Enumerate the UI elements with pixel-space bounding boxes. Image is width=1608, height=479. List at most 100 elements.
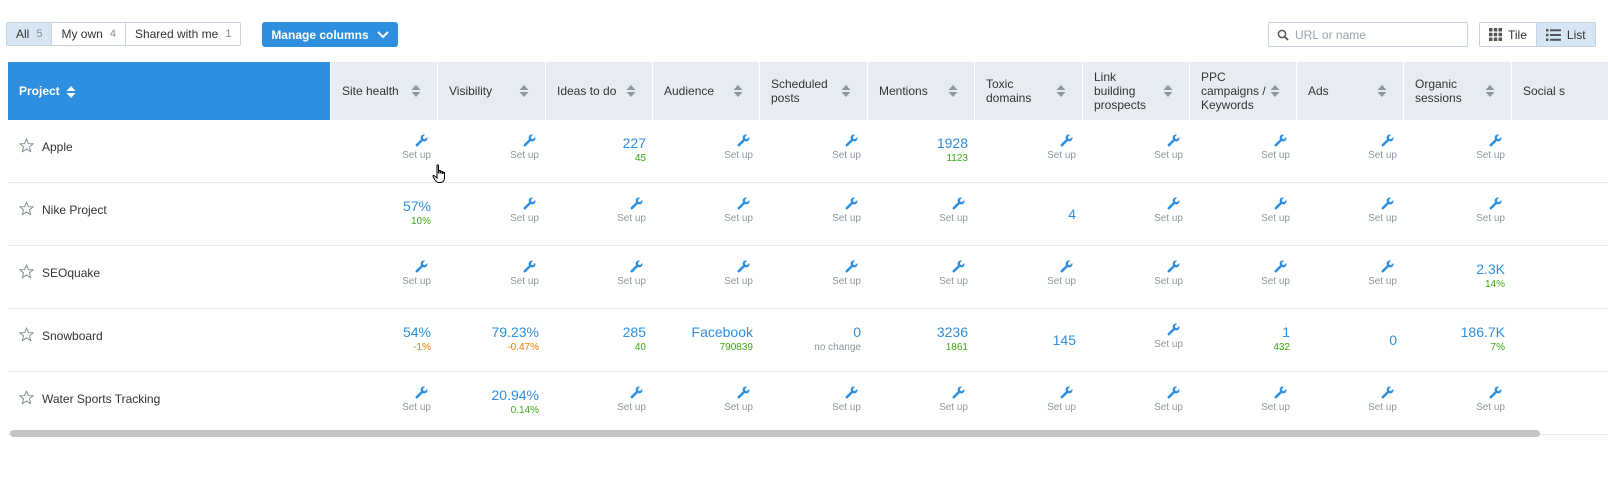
setup-button[interactable]: Set up (1154, 260, 1183, 289)
setup-button[interactable]: Set up (832, 260, 861, 289)
setup-button[interactable]: Set up (1476, 386, 1505, 415)
column-header-mentions[interactable]: Mentions (868, 62, 975, 120)
setup-button[interactable]: Set up (1154, 134, 1183, 163)
metric-main-value[interactable]: 145 (1052, 332, 1076, 348)
setup-button[interactable]: Set up (724, 386, 753, 415)
setup-button[interactable]: Set up (1047, 386, 1076, 415)
column-header-label: Organic sessions (1415, 77, 1462, 105)
column-header-site-health[interactable]: Site health (331, 62, 438, 120)
filter-shared-button[interactable]: Shared with me 1 (124, 23, 241, 45)
column-header-ideas[interactable]: Ideas to do (546, 62, 653, 120)
setup-button[interactable]: Set up (510, 197, 539, 226)
filter-my-own-button[interactable]: My own 4 (51, 23, 125, 45)
metric-main-value[interactable]: 2.3K (1476, 261, 1505, 277)
setup-cell: Set up (1368, 386, 1397, 415)
setup-button[interactable]: Set up (1154, 386, 1183, 415)
setup-cell: Set up (1261, 386, 1290, 415)
metric-cell-toxic: 145 (975, 309, 1083, 371)
setup-button[interactable]: Set up (1047, 260, 1076, 289)
column-header-social[interactable]: Social s (1512, 62, 1608, 120)
table-row: Water Sports Tracking Set up 20.94% 0.14% Se… (8, 372, 1608, 435)
setup-button[interactable]: Set up (1368, 386, 1397, 415)
setup-button[interactable]: Set up (402, 134, 431, 163)
setup-button[interactable]: Set up (832, 197, 861, 226)
metric-cell-social (1512, 309, 1608, 371)
setup-label: Set up (724, 150, 753, 161)
column-header-visibility[interactable]: Visibility (438, 62, 546, 120)
setup-button[interactable]: Set up (1154, 323, 1183, 352)
setup-button[interactable]: Set up (617, 197, 646, 226)
star-icon[interactable] (19, 138, 34, 153)
column-header-scheduled[interactable]: Scheduled posts (760, 62, 868, 120)
metric-main-value[interactable]: Facebook (691, 324, 753, 340)
tile-view-button[interactable]: Tile (1480, 23, 1536, 46)
metric-main-value[interactable]: 227 (622, 135, 646, 151)
star-icon[interactable] (19, 201, 34, 216)
setup-button[interactable]: Set up (832, 134, 861, 163)
setup-button[interactable]: Set up (1261, 134, 1290, 163)
setup-button[interactable]: Set up (724, 134, 753, 163)
list-view-button[interactable]: List (1535, 23, 1595, 46)
project-name-link[interactable]: Apple (42, 140, 73, 154)
metric-main-value[interactable]: 4 (1068, 206, 1076, 222)
setup-cell: Set up (724, 134, 753, 163)
setup-button[interactable]: Set up (1368, 197, 1397, 226)
metric-main-value[interactable]: 3236 (936, 324, 968, 340)
setup-button[interactable]: Set up (939, 386, 968, 415)
project-cell: Apple (8, 120, 331, 182)
setup-button[interactable]: Set up (1476, 197, 1505, 226)
metric-main-value[interactable]: 57% (402, 198, 431, 214)
search-field[interactable] (1268, 22, 1468, 47)
column-header-organic[interactable]: Organic sessions (1404, 62, 1512, 120)
setup-button[interactable]: Set up (1261, 197, 1290, 226)
setup-button[interactable]: Set up (617, 260, 646, 289)
project-name-link[interactable]: Water Sports Tracking (42, 392, 161, 406)
project-name-link[interactable]: Nike Project (42, 203, 107, 217)
project-name-link[interactable]: Snowboard (42, 329, 103, 343)
setup-button[interactable]: Set up (402, 260, 431, 289)
setup-button[interactable]: Set up (724, 260, 753, 289)
metric-main-value[interactable]: 54% (402, 324, 431, 340)
metric-main-value[interactable]: 1928 (936, 135, 968, 151)
metric-main-value[interactable]: 20.94% (491, 387, 539, 403)
manage-columns-button[interactable]: Manage columns (262, 22, 398, 47)
setup-cell: Set up (510, 134, 539, 163)
setup-button[interactable]: Set up (510, 134, 539, 163)
setup-button[interactable]: Set up (1261, 260, 1290, 289)
column-header-ads[interactable]: Ads (1297, 62, 1404, 120)
setup-label: Set up (1368, 402, 1397, 413)
setup-button[interactable]: Set up (510, 260, 539, 289)
setup-button[interactable]: Set up (617, 386, 646, 415)
project-name-link[interactable]: SEOquake (42, 266, 101, 280)
column-header-audience[interactable]: Audience (653, 62, 760, 120)
column-header-link[interactable]: Link building prospects (1083, 62, 1190, 120)
project-cell: Nike Project (8, 183, 331, 245)
star-icon[interactable] (19, 327, 34, 342)
star-icon[interactable] (19, 390, 34, 405)
setup-button[interactable]: Set up (1476, 134, 1505, 163)
setup-button[interactable]: Set up (724, 197, 753, 226)
setup-button[interactable]: Set up (402, 386, 431, 415)
star-icon[interactable] (19, 264, 34, 279)
metric-cell-site-health: Set up (331, 372, 438, 434)
setup-button[interactable]: Set up (1154, 197, 1183, 226)
column-header-toxic[interactable]: Toxic domains (975, 62, 1083, 120)
setup-button[interactable]: Set up (939, 260, 968, 289)
setup-button[interactable]: Set up (1368, 134, 1397, 163)
metric-main-value[interactable]: 1 (1282, 324, 1290, 340)
setup-button[interactable]: Set up (1047, 134, 1076, 163)
setup-button[interactable]: Set up (832, 386, 861, 415)
metric-main-value[interactable]: 79.23% (491, 324, 539, 340)
setup-button[interactable]: Set up (939, 197, 968, 226)
search-input[interactable] (1295, 27, 1455, 42)
column-header-project[interactable]: Project (8, 62, 331, 120)
column-header-ppc[interactable]: PPC campaigns / Keywords (1190, 62, 1297, 120)
setup-button[interactable]: Set up (1368, 260, 1397, 289)
metric-main-value[interactable]: 285 (622, 324, 646, 340)
filter-all-button[interactable]: All 5 (7, 23, 52, 45)
metric-main-value[interactable]: 0 (1389, 332, 1397, 348)
metric-main-value[interactable]: 0 (853, 324, 861, 340)
setup-button[interactable]: Set up (1261, 386, 1290, 415)
metric-main-value[interactable]: 186.7K (1460, 324, 1505, 340)
horizontal-scrollbar[interactable] (10, 430, 1540, 437)
